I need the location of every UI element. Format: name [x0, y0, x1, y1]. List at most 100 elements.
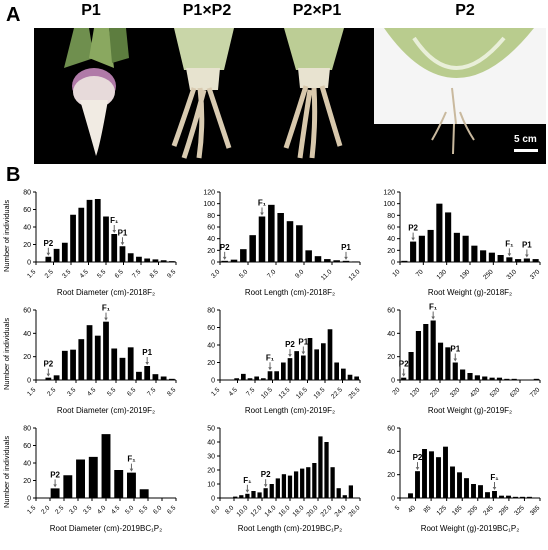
marker-label: P1 — [118, 228, 128, 237]
histogram-bar — [445, 347, 451, 380]
x-tick-label: 26.0 — [348, 504, 362, 518]
parent-marker: P2 — [43, 360, 54, 377]
y-tick-label: 40 — [207, 236, 215, 243]
x-axis-title: Root Diameter (cm)-2018F₂ — [56, 288, 156, 297]
histogram-bar — [241, 373, 246, 381]
histogram-bar — [160, 376, 167, 380]
histogram-bar — [169, 378, 175, 380]
parent-marker: F₁ — [110, 216, 119, 233]
x-tick-label: 165 — [451, 504, 464, 517]
photo-label-p2: P2 — [455, 2, 475, 19]
x-tick-label: 520 — [489, 386, 502, 399]
histogram-bar — [86, 325, 93, 380]
y-tick-label: 120 — [383, 190, 395, 197]
histogram-bar — [249, 235, 256, 262]
x-tick-label: 9.0 — [294, 268, 306, 280]
x-tick-label: 7.5 — [131, 268, 143, 280]
histogram-8: 0 10 20 30 40 50 6.0 8.0 10.0 12.0 14.0 16.0 18.0 20.… — [190, 422, 370, 544]
marker-label: P1 — [522, 241, 532, 250]
histogram-bar — [119, 246, 126, 262]
histogram-bar — [453, 232, 460, 262]
marker-label: F₁ — [243, 476, 252, 485]
marker-label: P1 — [450, 345, 460, 354]
marker-label: P1 — [142, 348, 152, 357]
histogram-bar — [410, 241, 417, 262]
x-tick-label: 320 — [449, 386, 462, 399]
histogram-bar — [496, 377, 503, 380]
histogram-9: 0 20 40 60 5 40 85 125 165 205 245 285 325 365 P2 F₁ Roo… — [370, 422, 548, 544]
x-tick-label: 5.0 — [124, 504, 136, 516]
parent-marker: P2 — [261, 470, 271, 488]
photo-label-p1: P1 — [81, 2, 101, 19]
y-tick-label: 20 — [387, 354, 395, 361]
parent-marker: P2 — [408, 224, 419, 241]
histogram-bar — [119, 357, 126, 380]
histogram-bar — [247, 378, 253, 380]
marker-arrowhead — [222, 256, 227, 260]
histogram-bar — [287, 475, 293, 498]
histogram-bar — [436, 203, 443, 262]
x-tick-label: 370 — [529, 268, 542, 281]
histogram-bar — [422, 449, 427, 498]
histogram-bar — [471, 245, 478, 262]
histogram-bar — [515, 259, 522, 262]
histogram-bar — [70, 349, 76, 380]
x-tick-label: 4.5 — [79, 268, 91, 280]
histogram-bar — [301, 355, 306, 380]
histogram-bar — [127, 253, 134, 262]
x-axis-title: Root Length (cm)-2018F₂ — [244, 288, 336, 297]
parent-marker: F₁ — [505, 239, 514, 257]
x-tick-label: 6.5 — [114, 268, 126, 280]
y-tick-label: 10 — [207, 482, 215, 489]
x-tick-label: 18.0 — [292, 504, 306, 518]
root-photos-illustration — [64, 28, 546, 159]
histogram-bar — [144, 366, 151, 380]
histogram-bar — [152, 259, 159, 263]
marker-label: F₁ — [429, 303, 438, 312]
histogram-bar — [78, 207, 85, 262]
histogram-bar — [240, 249, 247, 262]
x-tick-label: 285 — [498, 504, 511, 517]
histogram-bar — [169, 261, 175, 263]
marker-arrowhead — [507, 253, 512, 257]
marker-arrowhead — [53, 484, 57, 488]
histogram-bar — [103, 216, 109, 262]
x-tick-label: 8.5 — [149, 268, 161, 280]
marker-label: P2 — [399, 360, 409, 369]
marker-arrowhead — [104, 317, 108, 321]
histogram-bar — [261, 378, 266, 380]
histogram-bar — [277, 213, 284, 262]
histogram-bar — [427, 229, 434, 262]
histogram-bar — [258, 216, 266, 262]
x-tick-label: 5.0 — [238, 268, 250, 280]
histogram-bar — [532, 259, 539, 262]
marker-label: P2 — [285, 340, 295, 349]
x-tick-label: 1.5 — [210, 386, 222, 398]
histogram-bar — [294, 351, 299, 381]
marker-arrowhead — [288, 354, 292, 358]
marker-label: P2 — [50, 470, 60, 479]
x-tick-label: 12.0 — [250, 504, 264, 518]
histogram-plot: 0 20 40 60 1.5 2.5 3.5 4.5 5.5 6.5 7.5 8.5 P2 F₁ P1 — [23, 304, 177, 398]
x-tick-label: 1.5 — [26, 268, 38, 280]
x-tick-label: 3.0 — [210, 268, 222, 280]
histogram-bar — [287, 358, 293, 381]
histogram-bar — [314, 349, 319, 381]
marker-label: F₁ — [110, 216, 119, 225]
histogram-bar — [342, 260, 350, 262]
marker-arrowhead — [129, 468, 134, 472]
histogram-bar — [452, 362, 458, 380]
histogram-bar — [144, 258, 151, 262]
histogram-bar — [314, 256, 322, 262]
histogram-bar — [269, 484, 274, 498]
histogram-bar — [408, 352, 414, 380]
x-tick-label: 250 — [482, 268, 495, 281]
y-tick-label: 60 — [387, 225, 395, 232]
histogram-bar — [254, 376, 259, 380]
histogram-plot: 0 20 40 60 80 1.5 2.5 3.5 4.5 5.5 6.5 7.5 8.5 9.5 P2 F₁… — [23, 190, 177, 280]
photo-label-p2xp1: P2×P1 — [292, 2, 342, 19]
histogram-bar — [415, 471, 420, 498]
x-tick-label: 205 — [467, 504, 480, 517]
histogram-bar — [497, 255, 504, 262]
histogram-bar — [430, 320, 436, 380]
